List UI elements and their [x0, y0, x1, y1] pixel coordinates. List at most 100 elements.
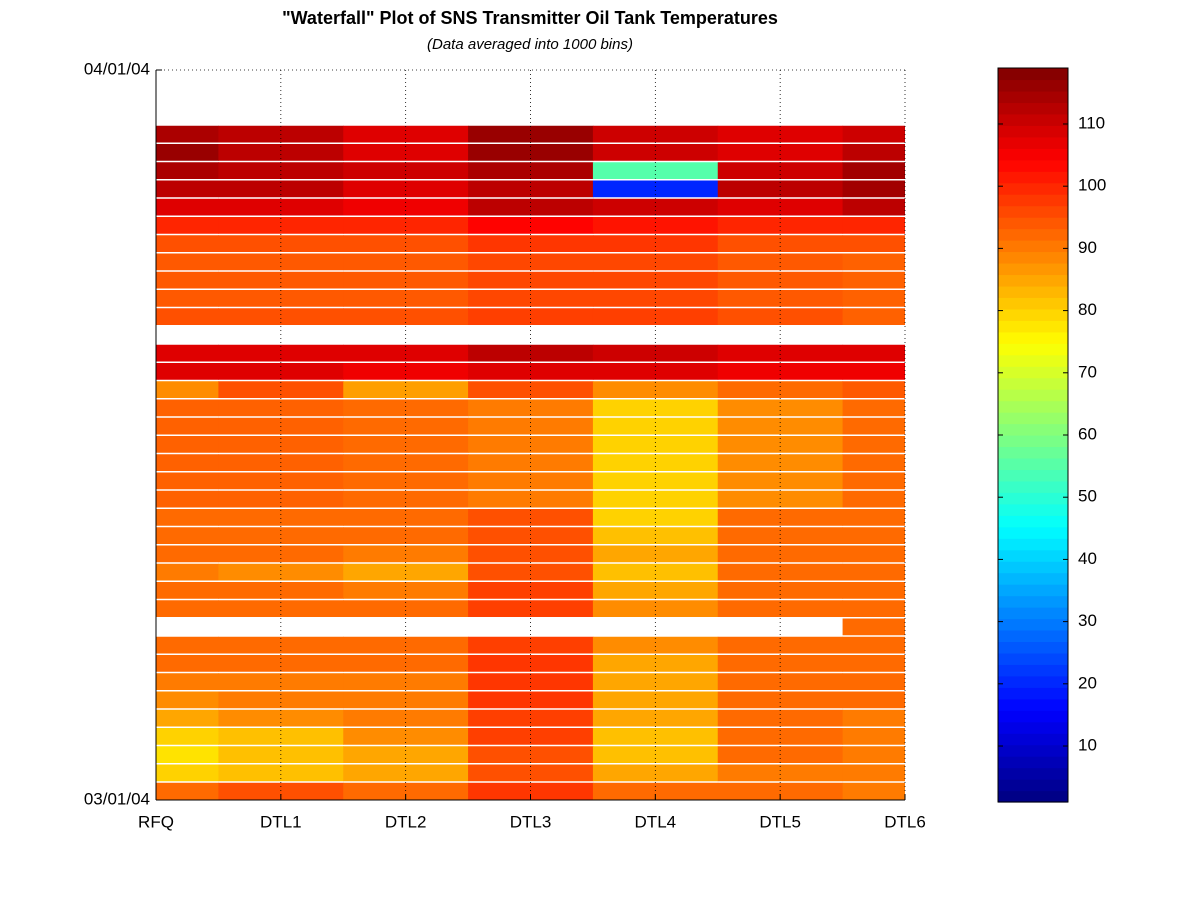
- heat-cell: [218, 600, 344, 617]
- colorbar-step: [998, 538, 1068, 551]
- colorbar-tick-label: 100: [1078, 176, 1106, 195]
- heat-cell: [343, 764, 469, 782]
- heat-cell: [842, 344, 905, 362]
- heat-cell: [156, 344, 219, 362]
- colorbar-step: [998, 503, 1068, 516]
- heat-cell: [343, 673, 469, 690]
- heat-cell: [468, 728, 594, 745]
- heat-cell: [343, 636, 469, 654]
- heat-cell: [218, 509, 344, 526]
- heat-cell: [343, 728, 469, 745]
- heat-cell: [156, 472, 219, 490]
- heat-cell: [842, 764, 905, 782]
- heat-cell: [218, 344, 344, 362]
- colorbar-step: [998, 113, 1068, 126]
- heat-cell: [842, 509, 905, 526]
- colorbar-tick-label: 40: [1078, 549, 1097, 568]
- colorbar-step: [998, 584, 1068, 597]
- heat-cell: [156, 655, 219, 672]
- heat-cell: [842, 253, 905, 271]
- heat-cell: [468, 308, 594, 325]
- colorbar-step: [998, 595, 1068, 608]
- heat-cell: [592, 363, 719, 380]
- heat-cell: [717, 436, 844, 453]
- heat-cell: [717, 636, 844, 654]
- colorbar-step: [998, 607, 1068, 620]
- heat-cell: [717, 728, 844, 745]
- heat-cell: [717, 673, 844, 690]
- heat-cell: [218, 399, 344, 417]
- heat-cell: [218, 691, 344, 709]
- heat-cell: [156, 417, 219, 435]
- heat-cell: [592, 253, 719, 271]
- x-tick-label: DTL4: [635, 812, 677, 831]
- colorbar-step: [998, 343, 1068, 356]
- heat-cell: [717, 144, 844, 161]
- heat-cell: [842, 436, 905, 453]
- heat-cell: [343, 545, 469, 563]
- heat-cell: [218, 271, 344, 289]
- heat-cell: [218, 545, 344, 563]
- colorbar-tick-label: 80: [1078, 300, 1097, 319]
- heat-cell: [842, 527, 905, 544]
- colorbar-step: [998, 377, 1068, 390]
- heat-cell: [592, 600, 719, 617]
- heat-cell: [468, 764, 594, 782]
- colorbar-tick-label: 20: [1078, 673, 1097, 692]
- colorbar-tick-label: 10: [1078, 736, 1097, 755]
- heat-cell: [592, 308, 719, 325]
- heat-cell: [717, 545, 844, 563]
- colorbar-step: [998, 389, 1068, 402]
- colorbar-tick-label: 60: [1078, 424, 1097, 443]
- colorbar-tick-label: 70: [1078, 362, 1097, 381]
- heat-cell: [156, 709, 219, 727]
- heat-cell: [842, 162, 905, 179]
- heat-cell: [468, 673, 594, 690]
- colorbar-step: [998, 526, 1068, 539]
- heat-cell: [343, 436, 469, 453]
- heat-cell: [343, 600, 469, 617]
- heat-cell: [156, 125, 219, 143]
- heat-cell: [717, 217, 844, 234]
- heat-cell: [343, 363, 469, 380]
- heat-cell: [592, 527, 719, 544]
- colorbar-step: [998, 664, 1068, 677]
- heat-cell: [842, 198, 905, 216]
- colorbar-step: [998, 194, 1068, 207]
- x-tick-label: RFQ: [138, 812, 174, 831]
- heat-cell: [717, 235, 844, 252]
- colorbar-tick-label: 110: [1078, 113, 1105, 132]
- colorbar-step: [998, 790, 1068, 803]
- heat-cell: [343, 253, 469, 271]
- chart-title: "Waterfall" Plot of SNS Transmitter Oil …: [282, 8, 778, 28]
- colorbar-step: [998, 251, 1068, 264]
- heat-cell: [592, 490, 719, 508]
- heat-cell: [717, 509, 844, 526]
- heat-cell: [343, 691, 469, 709]
- heat-cell: [156, 527, 219, 544]
- heat-cell: [592, 198, 719, 216]
- heat-cell: [156, 235, 219, 252]
- heat-cell: [156, 198, 219, 216]
- colorbar-step: [998, 641, 1068, 654]
- heat-cell: [218, 673, 344, 690]
- colorbar-step: [998, 561, 1068, 574]
- heat-cell: [218, 253, 344, 271]
- heat-cell: [842, 235, 905, 252]
- colorbar-step: [998, 515, 1068, 528]
- heat-cell: [717, 490, 844, 508]
- heat-cell: [717, 308, 844, 325]
- heat-cell: [592, 691, 719, 709]
- colorbar-step: [998, 492, 1068, 505]
- y-tick-label: 04/01/04: [84, 59, 150, 78]
- heat-cell: [156, 308, 219, 325]
- colorbar-step: [998, 262, 1068, 276]
- heat-cell: [842, 308, 905, 325]
- heat-cell: [468, 198, 594, 216]
- heat-cell: [842, 217, 905, 234]
- heat-cell: [468, 655, 594, 672]
- heat-cell: [592, 472, 719, 490]
- heat-cell: [592, 764, 719, 782]
- colorbar-step: [998, 779, 1068, 792]
- heat-cell: [468, 490, 594, 508]
